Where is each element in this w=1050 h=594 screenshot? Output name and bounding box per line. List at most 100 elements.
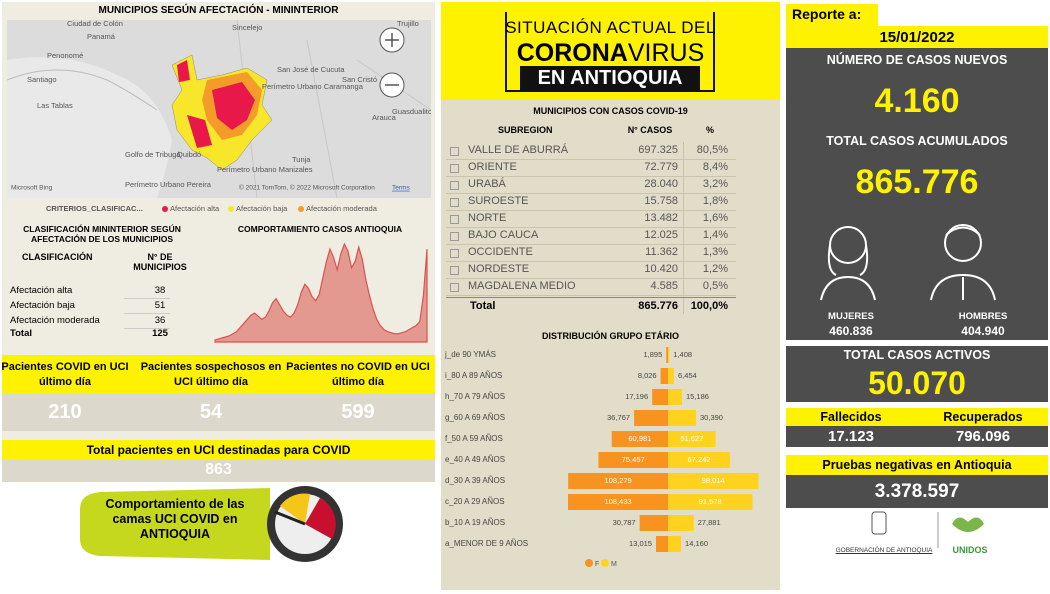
expand-button[interactable] [450,215,459,224]
row-line [446,227,736,228]
bar [598,452,668,468]
subregion-pct: 1,3% [702,246,728,258]
value-label: 75,457 [622,455,645,464]
total-cases: 865.776 [638,300,678,312]
gender-value: 460.836 [829,324,873,338]
expand-button[interactable] [450,181,459,190]
category-label: a_MENOR DE 9 AÑOS [445,539,528,548]
category-label: e_40 A 49 AÑOS [445,455,505,464]
bar [568,494,668,510]
subregion-name: OCCIDENTE [468,246,533,258]
value-label: 67,242 [688,455,711,464]
row-value: 36 [154,315,166,326]
row-value: 38 [154,285,166,296]
subregion-name: BAJO CAUCA [468,229,539,241]
row-line [124,298,170,299]
legend-label: Afectación baja [236,204,288,213]
bar [668,452,731,468]
uci-total-value-band [2,460,435,482]
subregion-cases: 10.420 [644,263,678,275]
total-label: Total [470,300,496,312]
expand-button[interactable] [450,164,459,173]
legend-title: CRITERIOS_CLASIFICAC... [46,204,143,213]
subregion-pct: 1,4% [702,229,728,241]
man-icon [930,224,996,301]
row-value: 51 [154,300,166,311]
row-line [446,244,736,245]
header-line2: CORONAVIRUS [441,39,780,68]
map-label: Guasdualito [392,107,431,116]
legend-label: F [595,561,599,568]
value-label: 51,627 [680,434,703,443]
map-label: Panamá [87,32,116,41]
map-label: Santiago [27,75,57,84]
category-label: d_30 A 39 AÑOS [445,476,505,485]
table-header: CLASIFICACIÓN [22,252,93,262]
table-header: N° CASOS [627,125,673,135]
right-dark-1 [786,48,1048,340]
subregion-pct: 1,8% [702,195,728,207]
value-label: 8,026 [638,371,657,380]
value-label: 30,787 [613,518,636,527]
bar [668,389,683,405]
map-terms[interactable]: Terms [392,185,410,192]
row-label: Afectación baja [10,300,75,311]
kpi-label: NÚMERO DE CASOS NUEVOS [826,53,1008,67]
gauge-yellow [280,493,310,524]
subregion-cases: 11.362 [645,246,678,258]
bar [668,347,670,363]
zoom-in-icon [385,33,399,47]
legend-label: Afectación alta [170,204,220,213]
map-label: Trujillo [397,20,419,28]
map-label: Quibdó [177,150,201,159]
value-label: 15,186 [686,392,709,401]
expand-button[interactable] [450,232,459,241]
uci-button-label[interactable]: Comportamiento de las camas UCI COVID en… [105,497,245,541]
row-line [124,313,170,314]
coast [7,69,158,111]
value-label: 14,160 [685,539,708,548]
bar [668,410,697,426]
value-label: 91,578 [699,497,722,506]
table-header: N° DE MUNICIPIOS [133,252,187,272]
area-chart [214,242,428,343]
map-attribution: Microsoft Bing [11,185,53,192]
row-line [446,261,736,262]
value-label: 1,408 [673,350,692,359]
uci-button-graphic[interactable] [70,484,360,564]
button-shape [80,488,270,560]
legend-dot [601,559,609,567]
total-value: 125 [152,328,168,339]
date: 15/01/2022 [879,29,955,46]
table-title: CLASIFICACIÓN MININTERIOR SEGÚN AFECTACI… [23,224,181,244]
subregion-name: SUROESTE [468,195,529,207]
expand-button[interactable] [450,249,459,258]
map-label: San José de Cucuta [277,65,345,74]
expand-button[interactable] [450,198,459,207]
report-label: Reporte a: [792,6,862,22]
total-pct: 100,0% [690,300,728,312]
uci-value: 210 [48,401,82,423]
row-label: Afectación alta [10,285,73,296]
value-label: 6,454 [678,371,697,380]
area-series [214,242,428,343]
bar [639,515,668,531]
uci-label: Pacientes sospechosos en UCI último día [140,361,282,388]
row-line [446,210,736,211]
map-label: Tunja [292,155,311,164]
chart-title: DISTRIBUCIÓN GRUPO ETÁRIO [541,331,679,341]
uci-label: Pacientes no COVID en UCI último día [286,361,430,388]
expand-button[interactable] [450,266,459,275]
table-title: MUNICIPIOS CON CASOS COVID-19 [533,106,688,116]
subregion-pct: 80,5% [696,144,728,156]
expand-button[interactable] [450,283,459,292]
value-label: 108,279 [605,476,632,485]
subregion-cases: 15.758 [644,195,678,207]
category-label: c_20 A 29 AÑOS [445,497,505,506]
map: Ciudad de Colón Panamá Penonomé Santiago Las… [7,20,431,198]
table-header: % [705,125,714,135]
category-label: h_70 A 79 AÑOS [445,392,505,401]
bar [668,494,753,510]
expand-button[interactable] [450,147,459,156]
